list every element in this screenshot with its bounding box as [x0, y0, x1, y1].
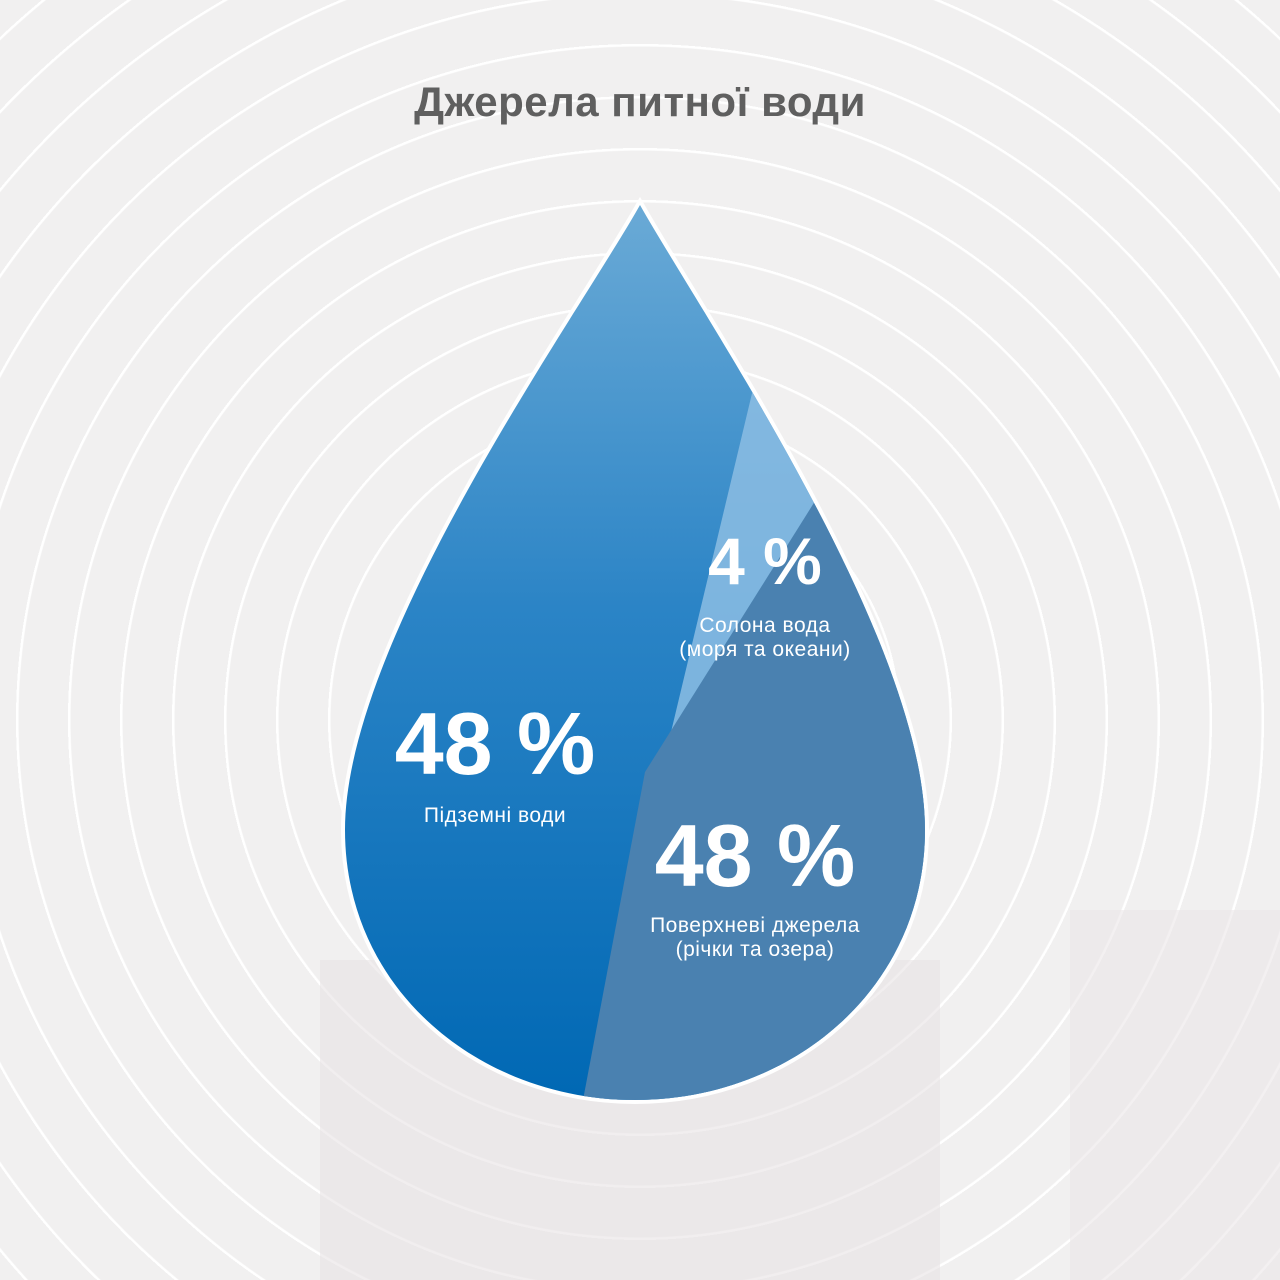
chart-title: Джерела питної води [414, 78, 866, 125]
data-label-surface-water: 48 % [654, 806, 856, 905]
label-salt-water-line2: (моря та океани) [679, 638, 851, 661]
data-label-groundwater: 48 % [394, 694, 596, 793]
label-salt-water-line1: Солона вода [699, 614, 831, 637]
label-surface-water-line2: (річки та озера) [675, 938, 835, 961]
data-label-salt-water: 4 % [708, 524, 822, 598]
building-silhouette [1070, 910, 1280, 1280]
slice-surface-water [583, 490, 925, 1100]
label-surface-water: Поверхневі джерела (річки та озера) [595, 914, 915, 962]
label-groundwater: Підземні води [423, 804, 567, 827]
label-salt-water: Солона вода (моря та океани) [625, 614, 905, 662]
label-surface-water-line1: Поверхневі джерела [650, 914, 860, 937]
